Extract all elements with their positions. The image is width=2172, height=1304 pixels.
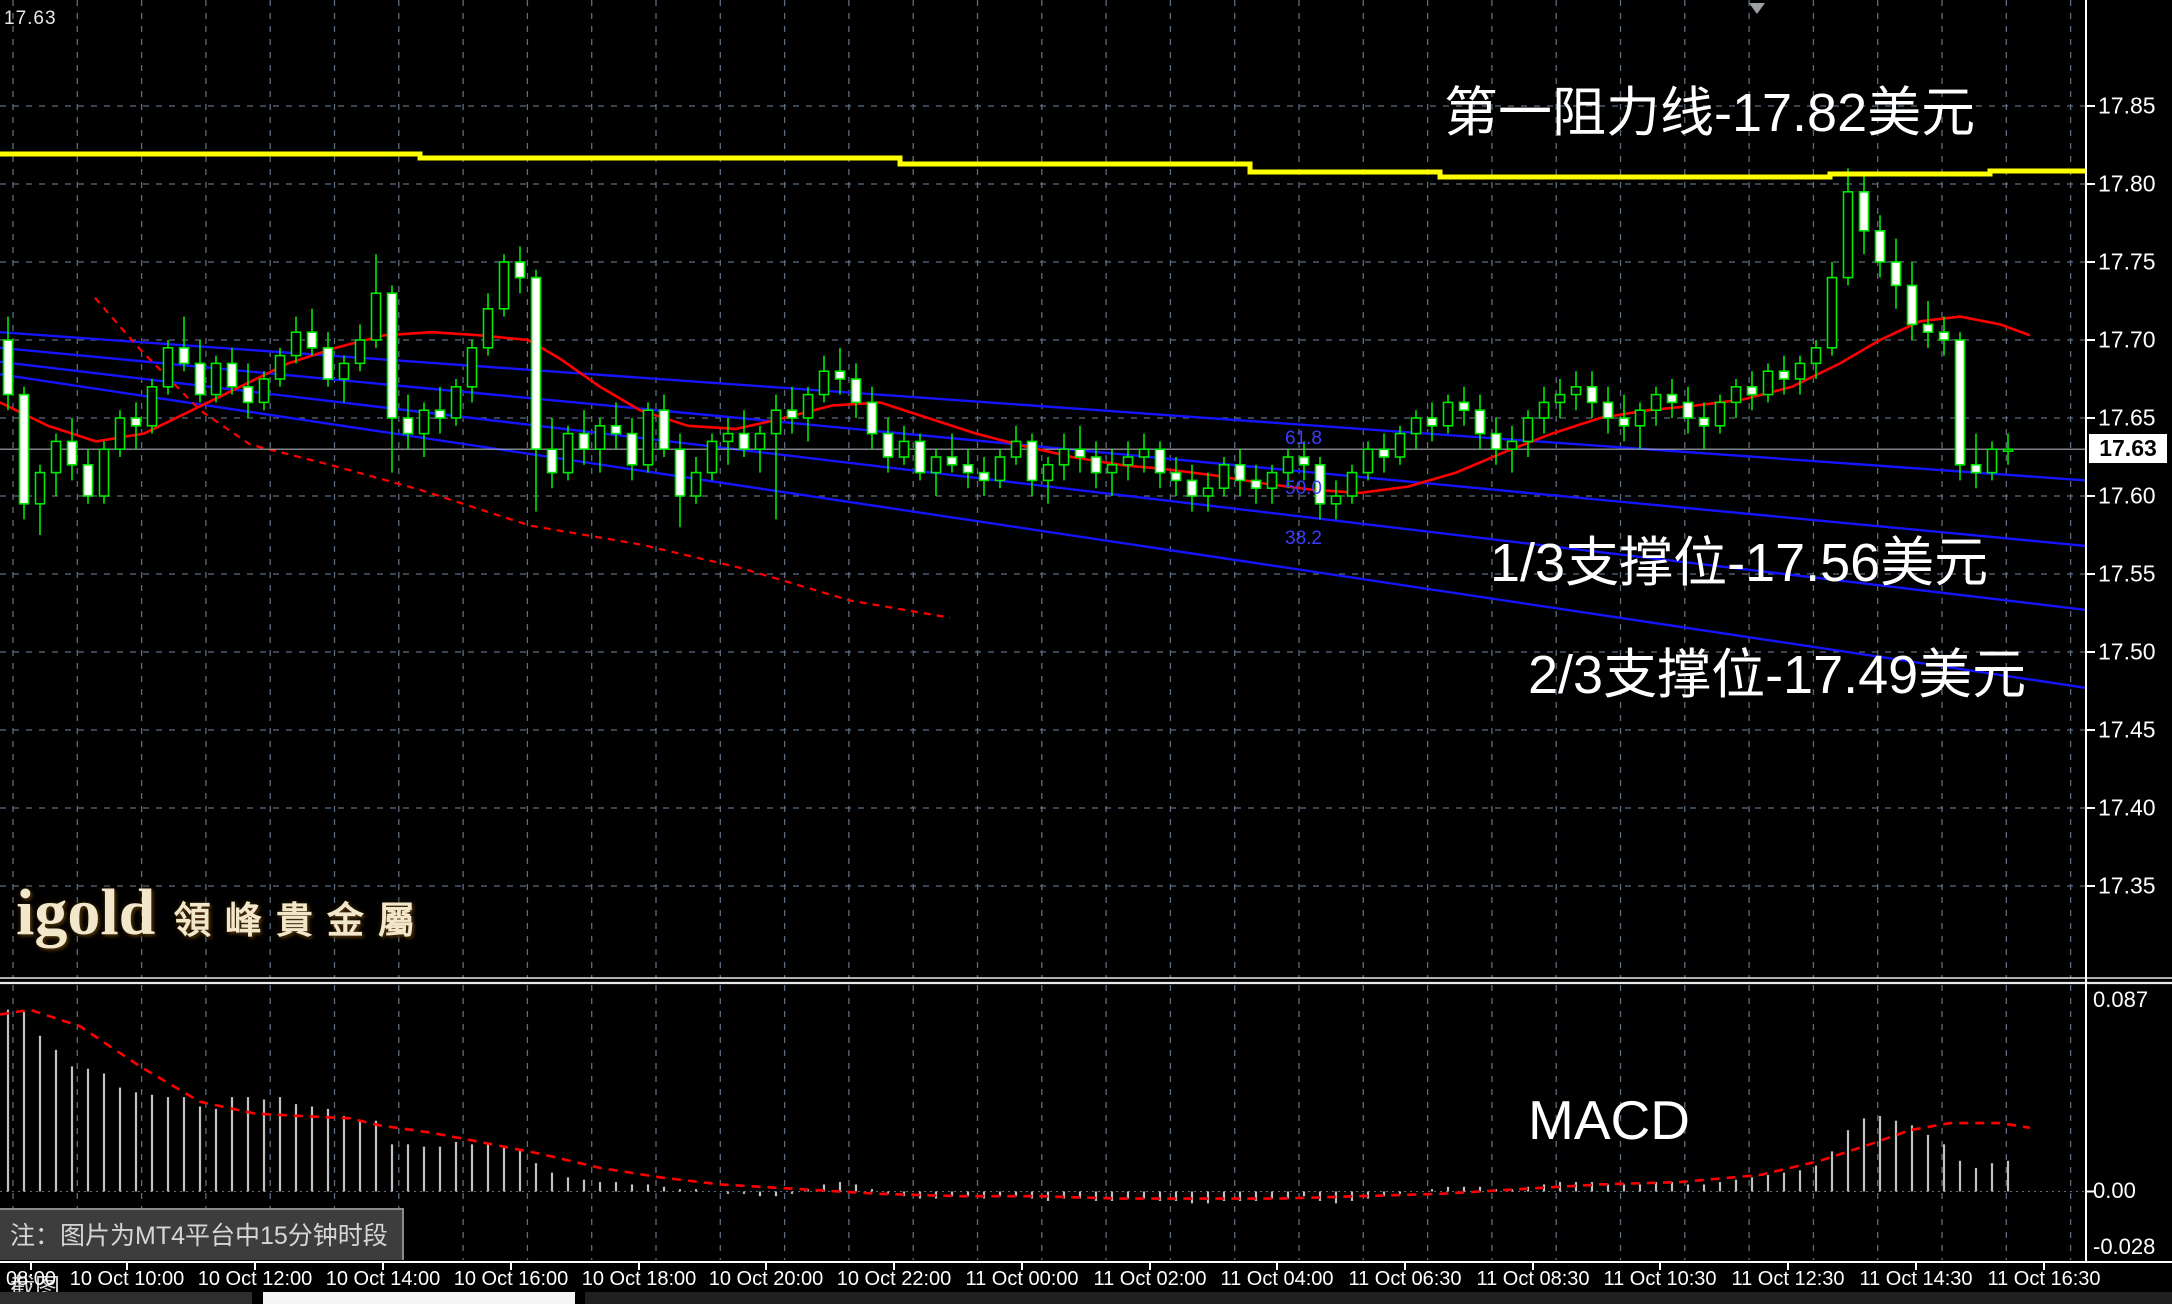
descending-trendline (94, 297, 951, 619)
screenshot-note: 注：图片为MT4平台中15分钟时段截图 (0, 1208, 404, 1302)
time-tick-label: 08:00 (5, 1268, 57, 1290)
support2-annotation: 2/3支撑位-17.49美元 (1528, 645, 2027, 705)
fibonacci-fan (0, 331, 2087, 690)
taskbar-window-button[interactable] (263, 1292, 575, 1304)
igold-logo: igold 領峰貴金屬 (16, 880, 429, 946)
time-tick-label: 10 Oct 18:00 (581, 1268, 697, 1290)
price-tick-label: 17.80 (2098, 170, 2156, 197)
scroll-position-marker (1749, 3, 1765, 14)
time-tick-label: 10 Oct 14:00 (325, 1268, 441, 1290)
price-tick-label: 17.75 (2098, 248, 2156, 275)
time-tick-label: 10 Oct 16:00 (453, 1268, 569, 1290)
macd-annotation: MACD (1528, 1089, 1690, 1151)
fib-fan-label-382: 38.2 (1285, 528, 1322, 549)
price-tick-label: 17.35 (2098, 872, 2156, 899)
macd-tick-label: -0.028 (2093, 1234, 2156, 1259)
macd-signal-line (0, 1008, 2031, 1200)
time-tick-label: 10 Oct 20:00 (708, 1268, 824, 1290)
resistance-annotation: 第一阻力线-17.82美元 (1444, 83, 1976, 143)
time-tick-label: 11 Oct 06:30 (1348, 1268, 1462, 1290)
time-tick-label: 10 Oct 12:00 (197, 1268, 313, 1290)
macd-tick-label: 0.00 (2093, 1178, 2136, 1203)
price-tick-label: 17.50 (2098, 638, 2156, 665)
time-tick-label: 11 Oct 10:30 (1603, 1268, 1717, 1290)
price-tick-label: 17.60 (2098, 482, 2156, 509)
time-tick-label: 11 Oct 14:30 (1859, 1268, 1973, 1290)
last-price-readout: 17.63 (4, 8, 57, 29)
time-tick-label: 11 Oct 00:00 (965, 1268, 1079, 1290)
time-tick-label: 10 Oct 22:00 (836, 1268, 952, 1290)
fib-fan-label-618: 61.8 (1285, 428, 1322, 449)
time-tick-label: 11 Oct 08:30 (1476, 1268, 1590, 1290)
fib-fan-label-500: 50.0 (1285, 478, 1322, 499)
price-tick-label: 17.40 (2098, 794, 2156, 821)
support1-annotation: 1/3支撑位-17.56美元 (1490, 533, 1989, 593)
taskbar-segment-left (0, 1292, 252, 1304)
price-tick-label: 17.70 (2098, 326, 2156, 353)
macd-histogram (0, 1009, 2086, 1204)
time-tick-label: 11 Oct 04:00 (1220, 1268, 1334, 1290)
macd-tick-label: 0.087 (2093, 987, 2149, 1012)
time-tick-label: 11 Oct 02:00 (1093, 1268, 1207, 1290)
igold-logo-latin: igold (16, 876, 156, 949)
time-tick-label: 10 Oct 10:00 (69, 1268, 185, 1290)
price-tick-label: 17.45 (2098, 716, 2156, 743)
price-tick-label: 17.85 (2098, 92, 2156, 119)
price-tick-label: 17.55 (2098, 560, 2156, 587)
axes-frame (0, 0, 2172, 1270)
time-tick-label: 11 Oct 12:30 (1731, 1268, 1845, 1290)
grid-lines (0, 0, 2086, 1260)
candlesticks (2, 168, 2014, 535)
moving-average-line (0, 315, 2031, 495)
resistance-line (0, 151, 2086, 180)
current-price-tag: 17.63 (2089, 434, 2167, 463)
price-tick-label: 17.65 (2098, 404, 2156, 431)
pane-separator (0, 977, 2172, 985)
taskbar-segment-right (585, 1292, 2172, 1304)
time-tick-label: 11 Oct 16:30 (1987, 1268, 2101, 1290)
igold-logo-chinese: 領峰貴金屬 (173, 900, 429, 941)
